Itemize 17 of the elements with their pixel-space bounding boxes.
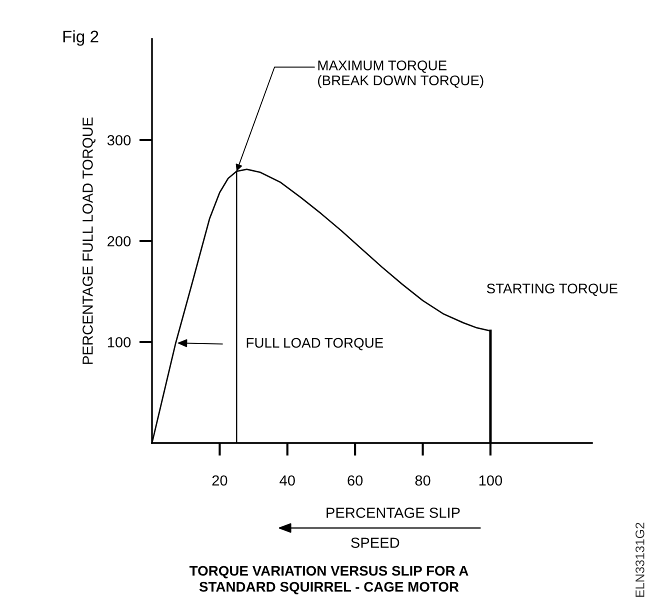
caption: Fig 2 xyxy=(63,30,98,46)
x-tick-label: 20 xyxy=(212,475,228,486)
x-axis-title: PERCENTAGE SLIP xyxy=(326,508,460,518)
annotation: STARTING TORQUE xyxy=(486,284,618,296)
x-tick-label: 60 xyxy=(348,475,363,486)
annotation: MAXIMUM TORQUE (BREAK DOWN TORQUE) xyxy=(318,60,484,88)
x-tick-label: 100 xyxy=(479,475,502,486)
x-tick-label: 80 xyxy=(415,475,430,486)
annotation: FULL LOAD TORQUE xyxy=(246,338,384,350)
y-axis-title: PERCENTAGE FULL LOAD TORQUE xyxy=(82,117,96,364)
text: ELN33131G2 xyxy=(636,522,644,597)
text: TORQUE VARIATION VERSUS SLIP FOR A STANDARD SQUIRREL - CAGE MOTOR xyxy=(189,566,468,594)
x-tick-label: 40 xyxy=(280,475,295,486)
y-tick-label: 200 xyxy=(108,236,131,246)
y-tick-label: 300 xyxy=(107,135,131,146)
text: SPEED xyxy=(351,538,400,548)
y-tick-label: 100 xyxy=(108,337,131,348)
